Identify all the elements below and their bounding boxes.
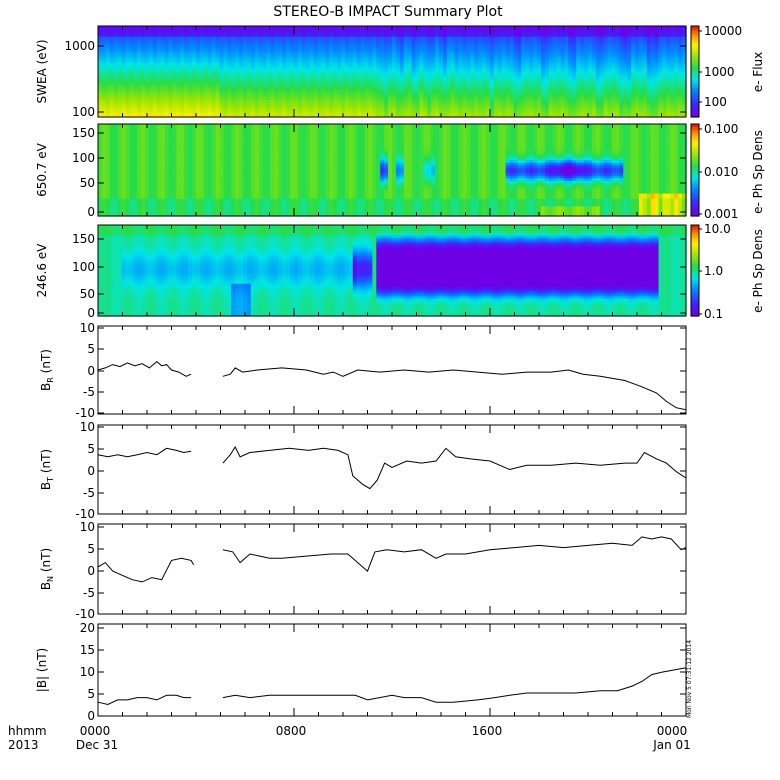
ytick-pad246-3: 0 (87, 306, 95, 320)
ytick-br-1: 5 (87, 342, 95, 356)
colorbar-tick-swea-0: 10000 (704, 24, 742, 38)
ytick-bmag-2: 10 (80, 665, 95, 679)
colorbar-tick-pad650-0: 0.100 (704, 122, 738, 136)
date-label-jan01: Jan 01 (652, 738, 691, 752)
date-label-year: 2013 (8, 738, 39, 752)
colorbar-label-pad246: e- Ph Sp Dens (751, 229, 765, 313)
heatmap-pad650 (98, 124, 687, 217)
colorbar-swea (690, 25, 700, 118)
series-br-seg0 (97, 360, 192, 377)
ylabel-br: BR (nT) (39, 349, 55, 391)
colorbar-tick-pad246-1: 1.0 (704, 264, 723, 278)
ylabel-bmag: |B| (nT) (35, 648, 49, 692)
series-bt-seg0 (97, 447, 192, 458)
date-label-dec31: Dec 31 (76, 738, 118, 752)
ytick-bt-3: -5 (83, 486, 95, 500)
panel-frame-br (97, 325, 687, 415)
ytick-br-2: 0 (87, 364, 95, 378)
colorbar-tick-pad246-0: 10.0 (704, 222, 731, 236)
ytick-bn-4: -10 (75, 607, 95, 621)
panel-frame-bt (97, 424, 687, 515)
ytick-pad650-1: 100 (72, 151, 95, 165)
ytick-pad246-2: 50 (80, 287, 95, 301)
ytick-bmag-4: 0 (87, 709, 95, 723)
ytick-bt-1: 5 (87, 442, 95, 456)
colorbar-tick-swea-1: 1000 (704, 65, 735, 79)
ytick-swea-0: 1000 (64, 39, 95, 53)
time-label-hhmm: hhmm (8, 724, 47, 738)
ylabel-pad650: 650.7 eV (35, 142, 49, 197)
series-bmag-seg0 (97, 694, 192, 706)
time-label-0000-start: 0000 (80, 724, 111, 738)
heatmap-pad246 (98, 225, 687, 317)
ytick-br-0: 10 (80, 321, 95, 335)
ylabel-swea: SWEA (eV) (35, 39, 49, 103)
ytick-swea-1: 100 (72, 105, 95, 119)
ytick-pad650-0: 150 (72, 126, 95, 140)
ylabel-bt: BT (nT) (39, 449, 55, 490)
ylabel-pad246: 246.6 eV (35, 243, 49, 298)
colorbar-label-pad650: e- Ph Sp Dens (751, 130, 765, 214)
colorbar-tick-pad246-2: 0.1 (704, 307, 723, 321)
ytick-bmag-1: 15 (80, 643, 95, 657)
time-label-0000-end: 0000 (657, 724, 688, 738)
ytick-bmag-0: 20 (80, 621, 95, 635)
ytick-bt-0: 10 (80, 420, 95, 434)
timestamp-stamp: Mon Nov 5 07:31:12 2014 (686, 640, 693, 718)
colorbar-tick-swea-2: 100 (704, 95, 727, 109)
series-bmag-seg1 (222, 667, 687, 703)
colorbar-tick-pad650-2: 0.001 (704, 207, 738, 221)
ytick-bt-4: -10 (75, 507, 95, 521)
time-axis: hhmm 0000 0800 1600 0000 2013 Dec 31 Jan… (8, 724, 691, 752)
ytick-bmag-3: 5 (87, 687, 95, 701)
ytick-br-4: -10 (75, 406, 95, 420)
colorbar-tick-pad650-1: 0.010 (704, 165, 738, 179)
panel-frame-bmag (97, 623, 687, 717)
plot-title: STEREO-B IMPACT Summary Plot (273, 4, 503, 20)
series-bn-seg1 (222, 536, 687, 572)
ytick-bn-3: -5 (83, 586, 95, 600)
ytick-br-3: -5 (83, 385, 95, 399)
ytick-bn-0: 10 (80, 520, 95, 534)
ylabel-bn: BN (nT) (39, 548, 55, 590)
series-bt-seg1 (222, 445, 687, 490)
ytick-pad246-1: 100 (72, 260, 95, 274)
ytick-pad650-2: 50 (80, 176, 95, 190)
ytick-bn-2: 0 (87, 564, 95, 578)
ytick-bt-2: 0 (87, 464, 95, 478)
ytick-pad650-3: 0 (87, 205, 95, 219)
heatmap-swea (98, 26, 687, 118)
ytick-pad246-0: 150 (72, 232, 95, 246)
colorbar-pad650 (690, 123, 700, 217)
panel-frame-bn (97, 523, 687, 615)
series-bn-seg0 (97, 557, 195, 583)
time-label-0800: 0800 (276, 724, 307, 738)
time-label-1600: 1600 (472, 724, 503, 738)
colorbar-pad246 (690, 224, 700, 317)
ytick-bn-1: 5 (87, 542, 95, 556)
series-br-seg1 (222, 367, 687, 411)
colorbar-label-swea: e- Flux (751, 52, 765, 92)
